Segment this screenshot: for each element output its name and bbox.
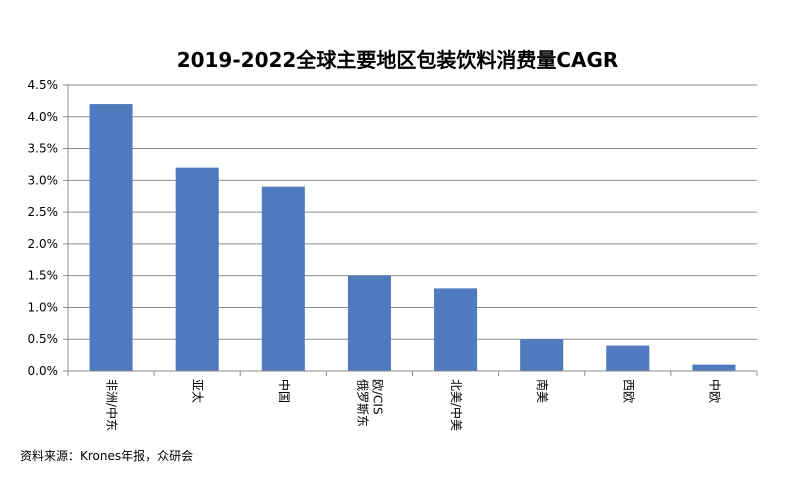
x-tick-label-line: 欧/CIS xyxy=(370,379,384,415)
y-tick-label: 3.5% xyxy=(28,142,59,156)
x-tick-label: 中欧 xyxy=(707,379,722,403)
y-tick-label: 0.5% xyxy=(28,332,59,346)
y-tick-label: 4.5% xyxy=(28,78,59,92)
y-tick-label: 4.0% xyxy=(28,110,59,124)
x-tick-label-line: 亚太 xyxy=(191,379,206,403)
y-tick-label: 2.0% xyxy=(28,237,59,251)
x-tick-label-line: 俄罗斯东 xyxy=(355,379,369,427)
bar xyxy=(261,186,305,371)
y-tick-label: 3.0% xyxy=(28,173,59,187)
bar xyxy=(347,275,391,371)
source-note: 资料来源：Krones年报，众研会 xyxy=(20,449,194,463)
chart-title: 2019-2022全球主要地区包装饮料消费量CAGR xyxy=(176,48,619,72)
bar xyxy=(175,167,219,371)
x-tick-label-line: 西欧 xyxy=(621,379,635,403)
x-tick-label-line: 中欧 xyxy=(707,379,722,403)
x-tick-label: 亚太 xyxy=(191,379,206,403)
x-tick-label: 中国 xyxy=(277,379,292,403)
bar xyxy=(606,345,650,371)
y-tick-label: 1.0% xyxy=(28,300,59,314)
bar xyxy=(89,104,133,372)
y-tick-label: 0.0% xyxy=(28,364,59,378)
x-tick-label: 俄罗斯东 欧/CIS xyxy=(355,379,384,427)
x-tick-label-line: 北美/中美 xyxy=(449,379,464,431)
x-tick-label-line: 南美 xyxy=(535,379,550,403)
x-tick-label: 西欧 xyxy=(621,379,635,403)
x-tick-label-line: 中国 xyxy=(277,379,292,403)
bar xyxy=(692,364,736,371)
x-tick-label: 北美/中美 xyxy=(449,379,464,431)
x-tick-label: 南美 xyxy=(535,379,550,403)
x-tick-label: 非洲/中东 xyxy=(105,379,120,431)
x-tick-label-line: 非洲/中东 xyxy=(105,379,120,431)
bar xyxy=(520,339,564,371)
y-tick-label: 2.5% xyxy=(28,205,59,219)
y-tick-label: 1.5% xyxy=(28,269,59,283)
bar xyxy=(434,288,478,371)
